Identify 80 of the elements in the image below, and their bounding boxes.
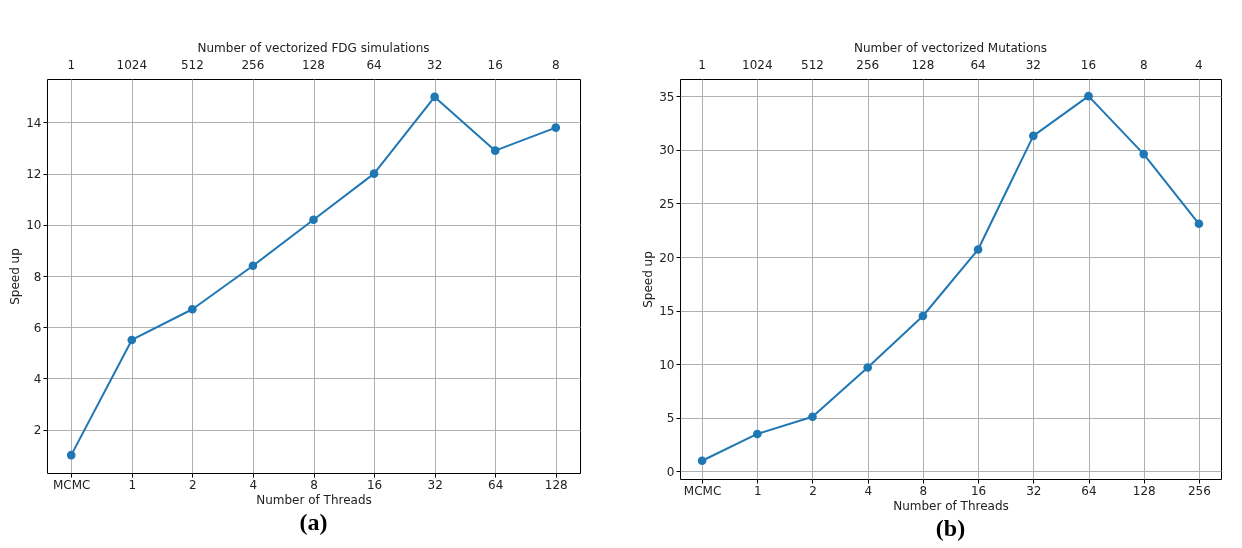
point	[490, 146, 500, 155]
x-tick-label: 32	[427, 477, 443, 492]
point	[1194, 219, 1204, 229]
point	[918, 311, 928, 321]
x-tick-label: 256	[1187, 483, 1211, 498]
text: 4	[1195, 58, 1203, 72]
x-tick-label: 8	[310, 477, 318, 492]
y-tick-label: 5	[666, 411, 675, 426]
x-axis-title: Number of Threads	[893, 498, 1009, 513]
y-tick-label: 10	[26, 218, 42, 233]
text: 64	[970, 58, 986, 72]
y-tick-label: 10	[659, 357, 675, 372]
y-tick-label: 8	[33, 269, 42, 284]
y-tick-label: 0	[666, 464, 675, 479]
x-tick-label: 64	[1081, 483, 1097, 498]
point	[309, 215, 318, 225]
x2-axis-title: Number of vectorized FDG simulations	[197, 41, 430, 55]
x-tick-label: 32	[1026, 483, 1042, 498]
x-tick-label: 4	[249, 477, 258, 492]
text: 1	[698, 58, 706, 72]
point	[752, 429, 762, 439]
x-tick-label: 1	[128, 477, 137, 492]
y-tick-label: 2	[33, 423, 42, 438]
point	[551, 123, 561, 132]
point	[430, 92, 439, 102]
text: 256	[241, 58, 265, 72]
text: (a)	[299, 509, 328, 535]
text: 8	[551, 58, 560, 72]
y-axis-title: Speed up	[8, 248, 23, 305]
y-tick-label: 6	[33, 320, 42, 335]
x-tick-label: MCMC	[52, 477, 91, 492]
text: 256	[856, 58, 880, 72]
x-tick-label: 64	[488, 477, 504, 492]
point	[808, 412, 817, 422]
text: 64	[366, 58, 382, 72]
point	[248, 261, 258, 271]
y-tick-label: 20	[659, 250, 675, 265]
point	[697, 456, 707, 466]
text: 512	[180, 58, 204, 72]
text: 8	[1139, 58, 1148, 72]
x-tick-label: 1	[753, 483, 762, 498]
x-tick-label: 128	[1132, 483, 1156, 498]
point	[188, 304, 197, 314]
point	[66, 450, 76, 460]
x-tick-label: MCMC	[683, 483, 722, 498]
x-tick-label: 2	[189, 477, 197, 492]
point	[1028, 131, 1038, 141]
text: 32	[1025, 58, 1041, 72]
point	[127, 335, 137, 345]
y-axis-title: Speed up	[641, 251, 656, 308]
text: 128	[302, 58, 325, 72]
text: 1024	[116, 58, 148, 72]
x-tick-label: 16	[970, 483, 987, 498]
x2-axis-title: Number of vectorized Mutations	[853, 41, 1048, 55]
text: 16	[487, 58, 503, 72]
y-tick-label: 15	[659, 304, 675, 319]
x-tick-label: 4	[864, 483, 873, 498]
text: 32	[427, 58, 443, 72]
text: 16	[1080, 58, 1097, 72]
text: 128	[911, 58, 935, 72]
y-tick-label: 25	[659, 196, 675, 211]
y-tick-label: 14	[26, 115, 42, 130]
point	[1139, 149, 1149, 159]
y-tick-label: 35	[659, 89, 675, 104]
x-tick-label: 16	[366, 477, 383, 492]
y-tick-label: 30	[659, 143, 675, 158]
text: 1024	[742, 58, 773, 72]
y-tick-label: 12	[26, 167, 42, 182]
x-axis-title: Number of Threads	[256, 492, 372, 507]
y-tick-label: 4	[33, 371, 42, 386]
text: (b)	[935, 515, 966, 541]
text: 1	[67, 58, 76, 72]
point	[369, 169, 379, 178]
x-tick-label: 2	[809, 483, 817, 498]
x-tick-label: 128	[544, 477, 568, 492]
point	[973, 245, 983, 254]
x-tick-label: 8	[919, 483, 928, 498]
point	[863, 363, 873, 372]
point	[1084, 91, 1093, 101]
text: 512	[801, 58, 824, 72]
